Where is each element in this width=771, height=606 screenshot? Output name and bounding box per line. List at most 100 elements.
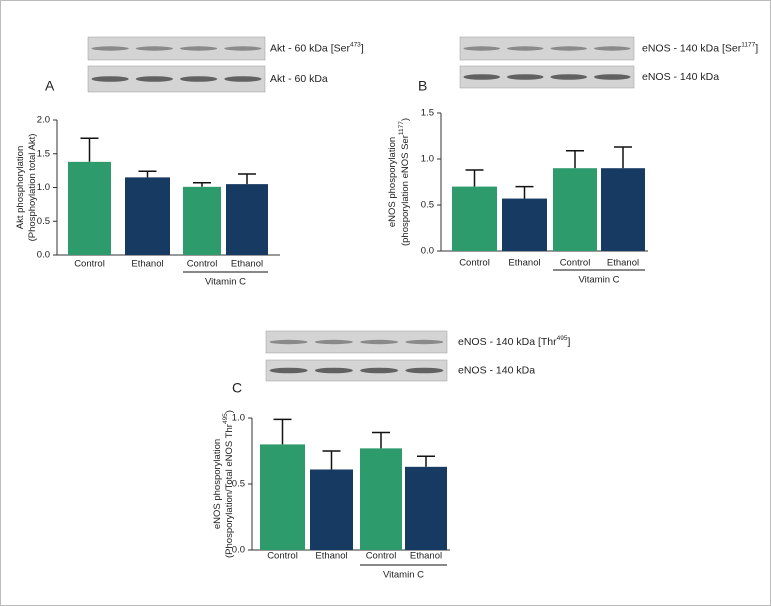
y-tick-label: 1.0 [421, 154, 434, 165]
blot-band [135, 46, 173, 51]
panel-letter: A [45, 78, 55, 94]
bar [405, 466, 447, 550]
x-tick-label: Ethanol [607, 258, 639, 269]
blot-label: Akt - 60 kDa [270, 73, 328, 85]
blot-label-text: eNOS - 140 kDa [Ser [642, 42, 742, 54]
x-tick-label: Control [187, 259, 218, 270]
blot-label: Akt - 60 kDa [Ser473] [270, 41, 364, 54]
panel-letter: C [232, 380, 242, 396]
x-tick-label: Control [366, 551, 397, 562]
blot-band [314, 339, 353, 345]
x-tick-label: Ethanol [131, 259, 163, 270]
bar [310, 469, 353, 550]
y-tick-label: 0.5 [421, 200, 434, 211]
blot [87, 36, 266, 61]
y-axis-label-end: ) [224, 410, 235, 413]
y-tick-label: 1.5 [37, 148, 50, 159]
y-tick-label: 1.0 [37, 182, 50, 193]
blot-band [360, 339, 399, 345]
blot-band [91, 76, 129, 82]
y-axis-label: eNOS phosporylation [387, 137, 398, 227]
blot-label-text: eNOS - 140 kDa [642, 71, 719, 83]
blot-label-end: ] [755, 42, 758, 54]
blot [265, 330, 448, 354]
y-axis-label: (Phosporylation/Total eNOS Thr495) [222, 410, 235, 558]
y-axis-label: (phosporylation eNOS Ser1177) [398, 118, 411, 246]
x-tick-label: Ethanol [508, 258, 540, 269]
blot-band [550, 46, 588, 51]
x-tick-label: Ethanol [410, 551, 442, 562]
blot-band [91, 46, 129, 51]
bar [68, 161, 111, 255]
y-axis-label-text: eNOS phosporylation [387, 137, 398, 227]
y-tick-label: 0.0 [232, 545, 245, 556]
blot-label: eNOS - 140 kDa [Thr495] [458, 335, 570, 348]
group-label: Vitamin C [383, 570, 424, 581]
blot-band [463, 74, 501, 80]
group-label: Vitamin C [578, 275, 619, 286]
x-tick-label: Control [560, 258, 591, 269]
bar [502, 198, 547, 251]
bar [125, 177, 170, 255]
y-tick-label: 0.0 [37, 250, 50, 261]
y-tick-label: 0.5 [37, 216, 50, 227]
blot-band [314, 367, 353, 374]
y-tick-label: 0.5 [232, 479, 245, 490]
y-tick-label: 0.0 [421, 246, 434, 257]
blot-label-text: eNOS - 140 kDa [458, 364, 535, 376]
y-axis-label-sup: 495 [222, 413, 229, 424]
blot-band [506, 46, 544, 51]
y-axis-label-sup: 1177 [398, 121, 405, 135]
blot-label: eNOS - 140 kDa [458, 364, 535, 376]
y-axis-label-text: eNOS phosporylation [212, 439, 223, 529]
blot-label-sup: 473 [350, 41, 361, 48]
blot-band [593, 74, 631, 80]
blot-band [550, 74, 588, 80]
y-tick-label: 2.0 [37, 115, 50, 126]
blot [459, 65, 635, 89]
x-tick-label: Control [267, 551, 298, 562]
blot-band [269, 367, 308, 374]
blot-label-sup: 495 [557, 335, 568, 342]
bar [183, 186, 221, 255]
x-tick-label: Control [74, 259, 105, 270]
blot-band [180, 76, 218, 82]
blot [459, 36, 635, 61]
blot-band [269, 339, 308, 345]
y-axis-label-text: (Phosphoylation total Akt) [27, 134, 38, 242]
bar [553, 168, 597, 251]
blot-band [463, 46, 501, 51]
panel-letter: B [418, 78, 427, 94]
y-axis-label-text: (Phosporylation/Total eNOS Thr [224, 424, 235, 558]
y-axis-label: (Phosphoylation total Akt) [27, 134, 38, 242]
blot-label: eNOS - 140 kDa [642, 71, 719, 83]
blot-band [405, 367, 444, 374]
blot-label-end: ] [361, 42, 364, 54]
group-label: Vitamin C [205, 277, 246, 288]
blot-band [224, 76, 262, 82]
blot-band [405, 339, 444, 345]
blot-label-text: Akt - 60 kDa [270, 73, 328, 85]
bar [360, 448, 402, 550]
blot-label-end: ] [567, 336, 570, 348]
bar [601, 168, 645, 251]
blot-band [224, 46, 262, 51]
blot-band [180, 46, 218, 51]
y-axis-label: eNOS phosporylation [212, 439, 223, 529]
y-axis-label-text: Akt phosphorylation [15, 146, 26, 229]
y-axis-label: Akt phosphorylation [15, 146, 26, 229]
y-axis-label-end: ) [400, 118, 411, 121]
y-tick-label: 1.0 [232, 413, 245, 424]
x-tick-label: Control [459, 258, 490, 269]
blot-band [593, 46, 631, 51]
x-tick-label: Ethanol [231, 259, 263, 270]
blot-label-sup: 1177 [741, 41, 755, 48]
blot-band [506, 74, 544, 80]
blot-label-text: eNOS - 140 kDa [Thr [458, 336, 557, 348]
blot-label: eNOS - 140 kDa [Ser1177] [642, 41, 758, 54]
blot-band [135, 76, 173, 82]
bar [452, 186, 497, 251]
bar [260, 444, 305, 550]
y-axis-label-text: (phosporylation eNOS Ser [400, 135, 411, 246]
